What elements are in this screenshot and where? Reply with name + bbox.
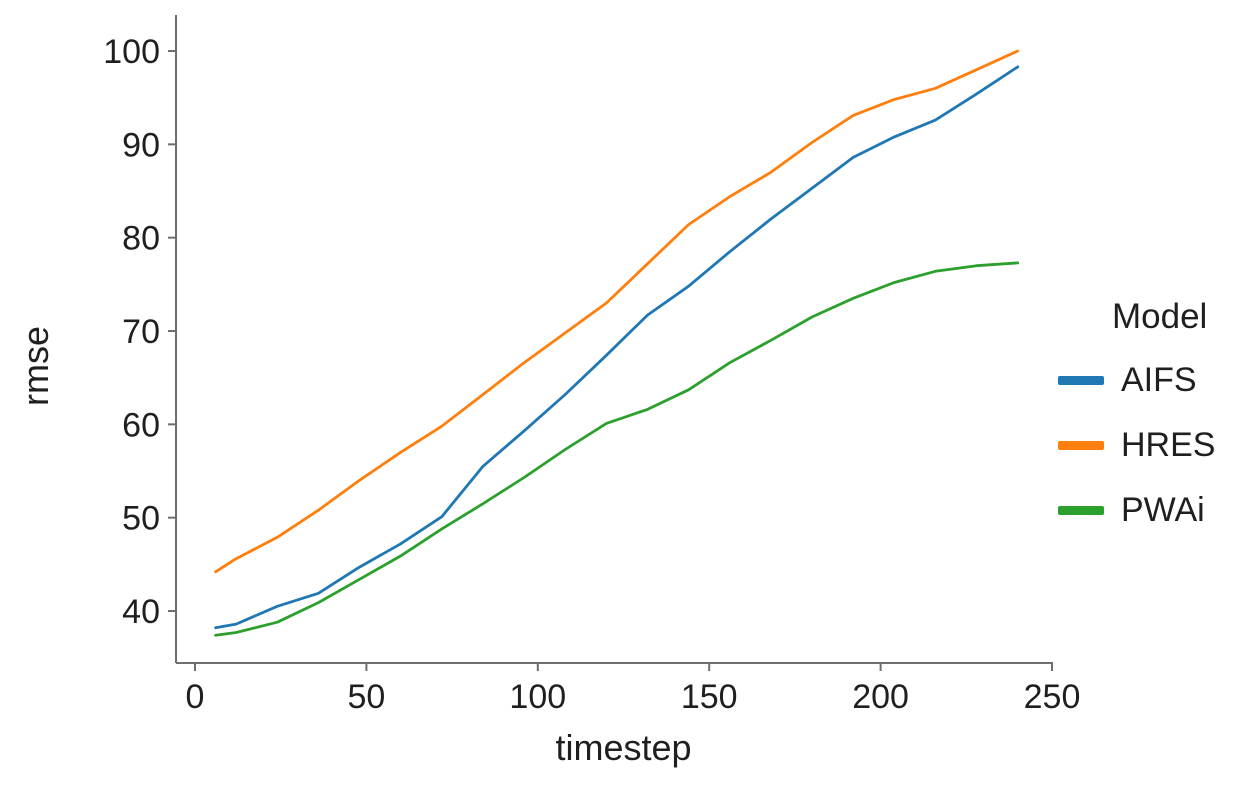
- y-tick-label: 60: [122, 406, 160, 444]
- x-tick-label: 200: [852, 678, 909, 716]
- series-line-pwai: [214, 261, 1020, 637]
- legend-swatch-pwai: [1058, 506, 1104, 515]
- legend-label: HRES: [1121, 426, 1216, 464]
- y-tick-label: 70: [122, 313, 160, 351]
- x-tick-label: 50: [347, 678, 385, 716]
- legend: Model AIFS HRES PWAi: [1058, 296, 1215, 543]
- legend-swatch-aifs: [1058, 376, 1104, 385]
- legend-swatch-hres: [1058, 441, 1104, 450]
- x-tick-label: 250: [1024, 678, 1081, 716]
- y-tick-label: 80: [122, 220, 160, 258]
- legend-item-aifs: AIFS: [1058, 348, 1215, 413]
- legend-item-hres: HRES: [1058, 413, 1215, 478]
- legend-label: AIFS: [1121, 361, 1197, 399]
- y-tick-label: 40: [122, 593, 160, 631]
- x-tick-label: 150: [681, 678, 738, 716]
- series-line-aifs: [214, 65, 1020, 630]
- legend-title: Model: [1112, 297, 1208, 336]
- legend-item-pwai: PWAi: [1058, 478, 1215, 543]
- y-tick-label: 50: [122, 500, 160, 538]
- legend-label: PWAi: [1121, 491, 1205, 529]
- y-axis-label: rmse: [15, 326, 56, 406]
- y-tick-label: 90: [122, 126, 160, 164]
- y-tick-label: 100: [103, 33, 160, 71]
- x-axis-label: timestep: [555, 727, 691, 768]
- x-tick-label: 100: [509, 678, 566, 716]
- series-line-hres: [214, 49, 1020, 574]
- x-tick-label: 0: [186, 678, 205, 716]
